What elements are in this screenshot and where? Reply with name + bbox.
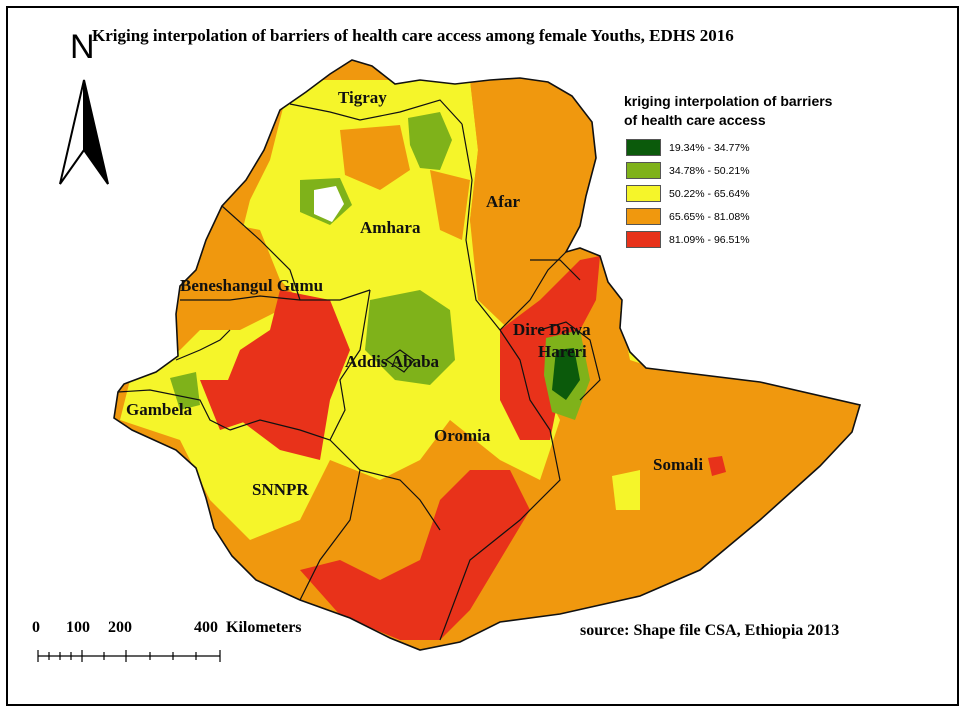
lake-tana xyxy=(314,186,344,222)
legend-title-line2: of health care access xyxy=(624,112,766,128)
map-legend: kriging interpolation of barriers of hea… xyxy=(624,92,832,251)
legend-swatch xyxy=(626,162,661,179)
region-label-afar: Afar xyxy=(486,192,520,211)
legend-item-label: 19.34% - 34.77% xyxy=(669,141,750,154)
scale-tick-0: 0 xyxy=(32,619,40,636)
surface-zone-yellow-somali xyxy=(612,470,640,510)
scale-tick-400: 400 xyxy=(194,619,218,636)
legend-swatch xyxy=(626,185,661,202)
region-label-gambela: Gambela xyxy=(126,400,193,419)
scale-bar-labels: 0 100 200 400 Kilometers xyxy=(32,619,302,637)
scale-unit: Kilometers xyxy=(226,619,302,636)
region-label-snnpr: SNNPR xyxy=(252,480,309,499)
region-label-amhara: Amhara xyxy=(360,218,421,237)
surface-zone-red-south xyxy=(300,470,530,640)
north-arrow-label: N xyxy=(70,28,95,66)
surface-zone-green-gambela xyxy=(170,372,200,410)
legend-item-label: 34.78% - 50.21% xyxy=(669,164,750,177)
scale-bar xyxy=(37,650,221,662)
source-note: source: Shape file CSA, Ethiopia 2013 xyxy=(580,622,840,639)
scale-tick-200: 200 xyxy=(108,619,132,636)
legend-item: 34.78% - 50.21% xyxy=(624,159,832,182)
legend-item-label: 50.22% - 65.64% xyxy=(669,187,750,200)
legend-item-label: 81.09% - 96.51% xyxy=(669,233,750,246)
map-title: Kriging interpolation of barriers of hea… xyxy=(92,26,734,45)
legend-item-label: 65.65% - 81.08% xyxy=(669,210,750,223)
region-label-somali: Somali xyxy=(653,455,704,474)
surface-zone-orange-amhara xyxy=(430,170,470,240)
legend-items: 19.34% - 34.77% 34.78% - 50.21% 50.22% -… xyxy=(624,136,832,251)
surface-zone-red-west xyxy=(220,290,350,460)
region-label-dire-dawa: Dire Dawa xyxy=(513,320,591,339)
region-label-beneshangul: Beneshangul Gumu xyxy=(180,276,324,295)
legend-item: 81.09% - 96.51% xyxy=(624,228,832,251)
surface-zone-darkgreen-hareri xyxy=(552,348,580,400)
surface-zone-orange-north xyxy=(340,125,410,190)
legend-title: kriging interpolation of barriers of hea… xyxy=(624,92,832,130)
legend-title-line1: kriging interpolation of barriers xyxy=(624,93,833,109)
legend-swatch xyxy=(626,139,661,156)
region-label-hareri: Hareri xyxy=(538,342,587,361)
north-arrow-icon xyxy=(59,79,109,185)
legend-item: 65.65% - 81.08% xyxy=(624,205,832,228)
legend-swatch xyxy=(626,208,661,225)
surface-zone-orange-afar xyxy=(470,80,600,300)
region-label-addis-ababa: Addis Ababa xyxy=(345,352,440,371)
surface-zone-red-gambela xyxy=(200,380,250,430)
region-label-oromia: Oromia xyxy=(434,426,491,445)
legend-swatch xyxy=(626,231,661,248)
surface-zone-red-somali xyxy=(708,456,726,476)
region-label-tigray: Tigray xyxy=(338,88,387,107)
scale-tick-100: 100 xyxy=(66,619,90,636)
legend-item: 50.22% - 65.64% xyxy=(624,182,832,205)
surface-zone-green-tigray xyxy=(408,112,452,170)
region-boundaries xyxy=(113,59,862,651)
legend-item: 19.34% - 34.77% xyxy=(624,136,832,159)
